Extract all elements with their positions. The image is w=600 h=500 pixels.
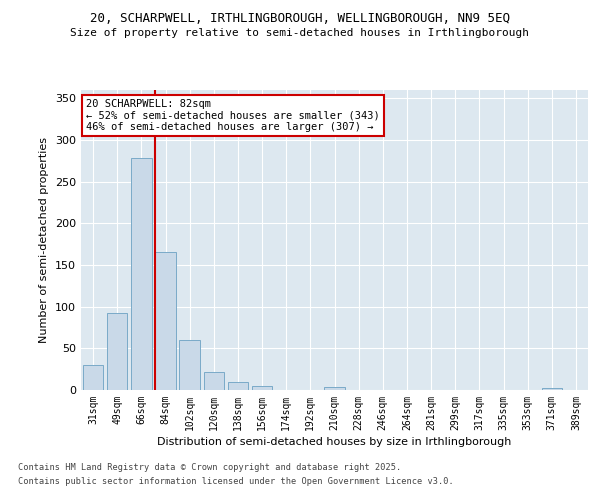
Text: Contains public sector information licensed under the Open Government Licence v3: Contains public sector information licen…	[18, 478, 454, 486]
Text: 20, SCHARPWELL, IRTHLINGBOROUGH, WELLINGBOROUGH, NN9 5EQ: 20, SCHARPWELL, IRTHLINGBOROUGH, WELLING…	[90, 12, 510, 26]
Bar	[107, 312, 127, 390]
Bar	[83, 365, 103, 390]
Bar	[179, 340, 200, 390]
Bar	[203, 372, 224, 390]
Text: Size of property relative to semi-detached houses in Irthlingborough: Size of property relative to semi-detach…	[71, 28, 530, 38]
Bar	[324, 386, 345, 390]
X-axis label: Distribution of semi-detached houses by size in Irthlingborough: Distribution of semi-detached houses by …	[157, 437, 512, 447]
Text: 20 SCHARPWELL: 82sqm
← 52% of semi-detached houses are smaller (343)
46% of semi: 20 SCHARPWELL: 82sqm ← 52% of semi-detac…	[86, 99, 380, 132]
Bar	[155, 252, 176, 390]
Bar	[252, 386, 272, 390]
Bar	[542, 388, 562, 390]
Bar	[131, 158, 152, 390]
Text: Contains HM Land Registry data © Crown copyright and database right 2025.: Contains HM Land Registry data © Crown c…	[18, 462, 401, 471]
Y-axis label: Number of semi-detached properties: Number of semi-detached properties	[40, 137, 49, 343]
Bar	[227, 382, 248, 390]
